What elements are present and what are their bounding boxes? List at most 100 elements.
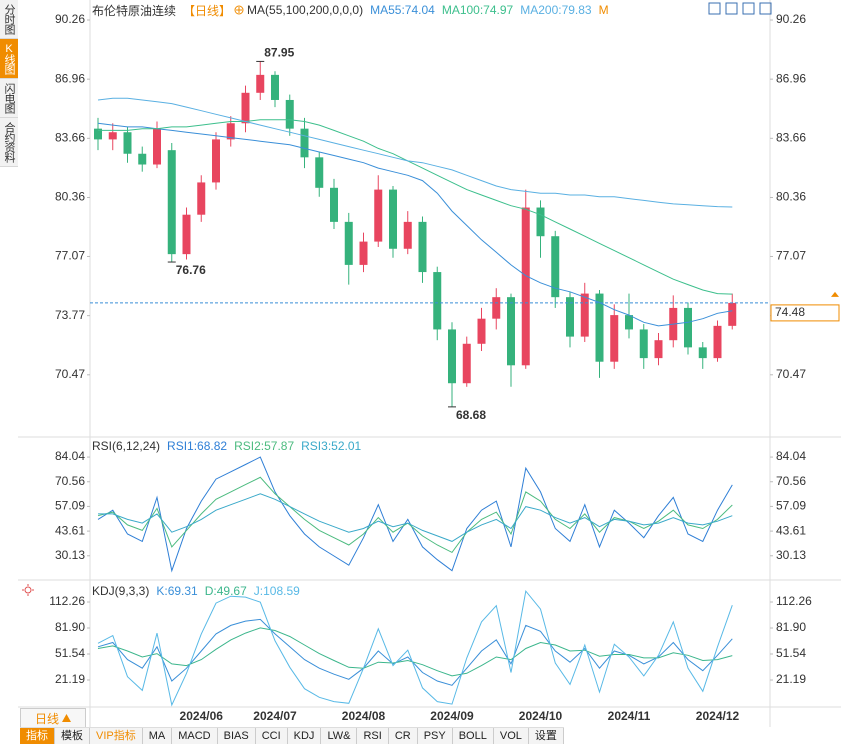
candle-body	[344, 221, 353, 265]
panel-title: RSI(6,12,24)	[92, 439, 161, 453]
indicator-tab[interactable]: VOL	[494, 728, 529, 744]
candle-body	[94, 128, 102, 140]
candle-body	[167, 150, 176, 255]
y-tick-label: 70.47	[55, 367, 85, 381]
y-tick-label: 83.66	[776, 131, 806, 145]
indicator-tab[interactable]: KDJ	[288, 728, 322, 744]
indicator-tab[interactable]: MACD	[172, 728, 218, 744]
candle-body	[182, 214, 191, 255]
y-tick-label: 112.26	[49, 594, 85, 608]
extreme-label: 68.68	[456, 408, 486, 422]
indicator-tab[interactable]: 模板	[55, 728, 90, 744]
x-tick-label: 2024/06	[180, 709, 224, 723]
settings-icon[interactable]	[22, 584, 34, 596]
x-tick-label: 2024/11	[608, 709, 651, 723]
y-tick-label: 73.77	[55, 308, 85, 322]
last-price-arrow	[831, 291, 839, 297]
indicator-line	[97, 618, 733, 686]
indicator-tab[interactable]: CR	[389, 728, 418, 744]
y-tick-label: 80.36	[55, 190, 85, 204]
candle-body	[359, 241, 368, 265]
candle-body	[433, 272, 442, 330]
candle-body	[197, 182, 206, 215]
y-tick-label: 51.54	[55, 646, 85, 660]
candle-body	[654, 340, 663, 359]
legend-entry: J:108.59	[253, 584, 300, 598]
zoom-icon[interactable]	[742, 2, 755, 15]
legend-entry: K:69.31	[156, 584, 198, 598]
x-tick-label: 2024/07	[253, 709, 297, 723]
legend-entry: MA100:74.97	[441, 3, 514, 17]
indicator-tab[interactable]: VIP指标	[90, 728, 143, 744]
candle-body	[271, 74, 279, 100]
y-tick-label: 70.47	[776, 367, 806, 381]
indicator-tab[interactable]: BOLL	[453, 728, 494, 744]
y-tick-label: 77.07	[776, 249, 806, 263]
sidebar-tab[interactable]: 分时图	[0, 0, 18, 39]
zoom-icon[interactable]	[708, 2, 721, 15]
zoom-icon[interactable]	[759, 2, 772, 15]
legend-entry: RSI3:52.01	[301, 439, 362, 453]
candle-body	[226, 123, 235, 140]
y-tick-label: 70.56	[55, 474, 85, 488]
y-tick-label: 21.19	[776, 672, 806, 686]
candle-body	[610, 315, 619, 362]
sidebar: 分时图 K线图 闪电图 合约资料	[0, 0, 18, 167]
candle-body	[448, 329, 456, 384]
candle-body	[462, 343, 471, 384]
y-tick-label: 43.61	[55, 523, 85, 537]
candle-body	[285, 99, 294, 129]
add-icon[interactable]	[234, 5, 244, 15]
indicator-tab[interactable]: PSY	[418, 728, 453, 744]
indicator-tab[interactable]: 指标	[20, 728, 55, 744]
y-tick-label: 57.09	[55, 499, 85, 513]
candle-body	[684, 307, 692, 348]
panel-title: KDJ(9,3,3)	[92, 584, 150, 598]
arrow-icon	[62, 714, 71, 722]
candle-body	[330, 187, 338, 222]
x-tick-label: 2024/10	[519, 709, 563, 723]
sidebar-tab[interactable]: K线图	[0, 39, 18, 79]
candle-body	[551, 236, 560, 298]
ma-label: MA(55,100,200,0,0,0)	[247, 3, 364, 17]
candle-body	[625, 315, 633, 330]
candle-body	[507, 297, 515, 366]
candle-body	[403, 221, 412, 249]
y-tick-label: 81.90	[55, 620, 85, 634]
indicator-line	[97, 589, 733, 707]
indicator-tab[interactable]: BIAS	[218, 728, 256, 744]
legend-entry: RSI1:68.82	[167, 439, 228, 453]
indicator-tab[interactable]: LW&	[321, 728, 358, 744]
extreme-label: 87.95	[264, 46, 294, 60]
y-tick-label: 83.66	[55, 131, 85, 145]
y-tick-label: 86.96	[55, 71, 85, 85]
period-button[interactable]: 日线	[20, 708, 86, 728]
y-tick-label: 51.54	[776, 646, 806, 660]
sidebar-tab[interactable]: 合约资料	[0, 118, 18, 167]
y-tick-label: 81.90	[776, 620, 806, 634]
more-label: M	[598, 3, 609, 17]
indicator-tab[interactable]: CCI	[256, 728, 288, 744]
indicator-line	[97, 456, 733, 573]
candle-body	[595, 293, 604, 362]
indicator-tab[interactable]: 设置	[529, 728, 564, 744]
panel-header: KDJ(9,3,3) K:69.31 D:49.67 J:108.59	[92, 583, 300, 599]
candle-body	[374, 189, 383, 242]
y-tick-label: 80.36	[776, 190, 806, 204]
sidebar-tab[interactable]: 闪电图	[0, 79, 18, 118]
candle-body	[108, 132, 117, 140]
last-price-label: 74.48	[775, 305, 805, 319]
candle-body	[300, 128, 309, 158]
toolbar-icons[interactable]	[708, 2, 772, 15]
period-tag: 【日线】	[183, 3, 232, 18]
zoom-icon[interactable]	[725, 2, 738, 15]
candle-body	[492, 297, 501, 319]
period-label: 日线	[34, 711, 59, 726]
y-tick-label: 30.13	[55, 548, 85, 562]
indicator-tab[interactable]: MA	[143, 728, 173, 744]
y-tick-label: 86.96	[776, 71, 806, 85]
indicator-tab[interactable]: RSI	[357, 728, 389, 744]
candle-body	[521, 207, 530, 366]
panel-title: 布伦特原油连续	[92, 3, 177, 18]
